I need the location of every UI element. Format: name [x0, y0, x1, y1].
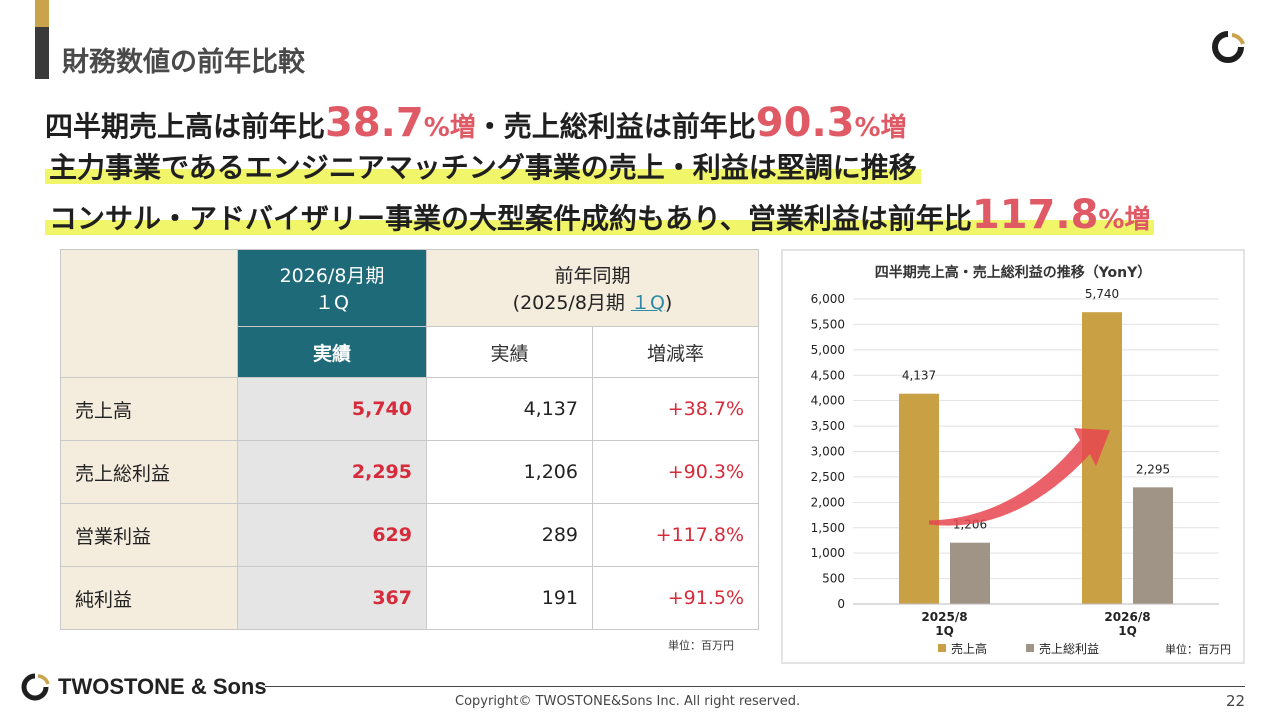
y-tick-label: 500 — [822, 572, 845, 586]
previous-value: 289 — [426, 503, 593, 567]
y-tick-label: 2,500 — [811, 470, 845, 484]
headline-op-profit-growth: 117.8 — [971, 192, 1099, 238]
current-value: 629 — [237, 503, 427, 567]
headline-unit: %増 — [1098, 205, 1151, 235]
current-actual-header: 実績 — [237, 326, 427, 378]
chart-title: 四半期売上高・売上総利益の推移（YonY） — [875, 264, 1152, 281]
growth-arrow-icon — [929, 428, 1110, 526]
current-period-quarter: １Q — [315, 292, 349, 314]
rate-value: +117.8% — [592, 503, 759, 567]
headline-text: 四半期売上高は前年比 — [45, 110, 326, 143]
previous-period-close: ) — [664, 292, 673, 314]
copyright: Copyright© TWOSTONE&Sons Inc. All right … — [455, 694, 801, 709]
y-tick-label: 5,500 — [811, 317, 845, 331]
previous-period-quarter-link[interactable]: １Q — [630, 292, 665, 314]
y-tick-label: 1,500 — [811, 521, 845, 535]
table-row: 営業利益 629 289 +117.8% — [60, 503, 759, 567]
table-row: 売上高 5,740 4,137 +38.7% — [60, 377, 759, 441]
chart-panel: 四半期売上高・売上総利益の推移（YonY） 0 500 1,000 1,500 2,000… — [781, 249, 1245, 664]
row-label: 純利益 — [60, 566, 238, 630]
bar-data-label: 2,295 — [1136, 462, 1170, 476]
previous-period-sub: (2025/8月期 １Q) — [441, 288, 744, 315]
headline-line-1: 四半期売上高は前年比38.7%増・売上総利益は前年比90.3%増 — [45, 100, 907, 146]
bar — [899, 393, 939, 604]
bar — [950, 542, 990, 604]
y-tick-label: 1,000 — [811, 546, 845, 560]
headline-highlight: コンサル・アドバイザリー事業の大型案件成約もあり、営業利益は前年比117.8%増 — [45, 192, 1155, 238]
headline-unit: %増 — [854, 113, 907, 143]
previous-period-header: 前年同期 (2025/8月期 １Q) — [426, 249, 759, 327]
bar-data-label: 5,740 — [1085, 287, 1119, 301]
headline-text: ・売上総利益は前年比 — [475, 110, 756, 143]
previous-value: 1,206 — [426, 440, 593, 504]
legend-label: 売上高 — [951, 641, 987, 656]
current-period-header: 2026/8月期 １Q — [237, 249, 427, 327]
footer-brand-name: TWOSTONE & Sons — [58, 674, 267, 699]
current-value: 5,740 — [237, 377, 427, 441]
previous-period-label: 前年同期 — [554, 265, 631, 287]
headline-gross-profit-growth: 90.3 — [755, 100, 855, 146]
table-unit-note: 単位：百万円 — [668, 639, 734, 652]
y-tick-label: 4,500 — [811, 368, 845, 382]
current-value: 367 — [237, 566, 427, 630]
headline-unit: %増 — [423, 113, 476, 143]
y-tick-label: 3,500 — [811, 419, 845, 433]
chart-unit-note: 単位：百万円 — [1165, 642, 1231, 656]
y-tick-label: 5,000 — [811, 343, 845, 357]
x-tick-label: 2025/8 — [921, 610, 967, 624]
previous-actual-header: 実績 — [426, 326, 593, 378]
y-tick-label: 0 — [837, 597, 845, 611]
row-label: 売上総利益 — [60, 440, 238, 504]
table-corner — [60, 249, 238, 378]
headline-highlight: 主力事業であるエンジニアマッチング事業の売上・利益は堅調に推移 — [45, 151, 921, 184]
y-tick-label: 2,000 — [811, 495, 845, 509]
financial-comparison-table: 2026/8月期 １Q 前年同期 (2025/8月期 １Q) 実績 実績 増減率… — [60, 249, 759, 630]
x-tick-label: 1Q — [935, 624, 954, 638]
row-label: 営業利益 — [60, 503, 238, 567]
footer-logo: TWOSTONE & Sons — [18, 672, 267, 702]
rate-value: +90.3% — [592, 440, 759, 504]
row-label: 売上高 — [60, 377, 238, 441]
title-accent-bar — [35, 27, 49, 79]
table-row: 純利益 367 191 +91.5% — [60, 566, 759, 630]
current-value: 2,295 — [237, 440, 427, 504]
legend-swatch — [1026, 644, 1034, 652]
current-period-label: 2026/8月期 — [279, 265, 385, 287]
y-tick-label: 6,000 — [811, 292, 845, 306]
footer-divider — [265, 686, 1245, 687]
footer-logo-icon — [21, 673, 50, 701]
bar — [1082, 312, 1122, 604]
brand-logo-icon — [1212, 31, 1245, 63]
headline-sales-growth: 38.7 — [325, 100, 424, 146]
legend-swatch — [938, 644, 946, 652]
rate-header: 増減率 — [592, 326, 759, 378]
legend-label: 売上総利益 — [1039, 641, 1099, 656]
previous-value: 4,137 — [426, 377, 593, 441]
rate-value: +91.5% — [592, 566, 759, 630]
title-accent-gold — [35, 0, 49, 27]
y-tick-label: 4,000 — [811, 394, 845, 408]
page-title: 財務数値の前年比較 — [62, 47, 305, 78]
x-tick-label: 1Q — [1118, 624, 1137, 638]
page-number: 22 — [1226, 692, 1246, 710]
sales-profit-chart: 四半期売上高・売上総利益の推移（YonY） 0 500 1,000 1,500 2,000… — [811, 264, 1231, 656]
bar-data-label: 4,137 — [902, 369, 936, 383]
y-tick-label: 3,000 — [811, 445, 845, 459]
x-tick-label: 2026/8 — [1104, 610, 1150, 624]
rate-value: +38.7% — [592, 377, 759, 441]
table-row: 売上総利益 2,295 1,206 +90.3% — [60, 440, 759, 504]
headline-line-3: コンサル・アドバイザリー事業の大型案件成約もあり、営業利益は前年比117.8%増 — [45, 192, 1155, 238]
headline-line-2: 主力事業であるエンジニアマッチング事業の売上・利益は堅調に推移 — [45, 146, 921, 186]
bar — [1133, 487, 1173, 604]
previous-value: 191 — [426, 566, 593, 630]
previous-period-year: (2025/8月期 — [512, 292, 631, 314]
headline-text: コンサル・アドバイザリー事業の大型案件成約もあり、営業利益は前年比 — [49, 202, 972, 235]
